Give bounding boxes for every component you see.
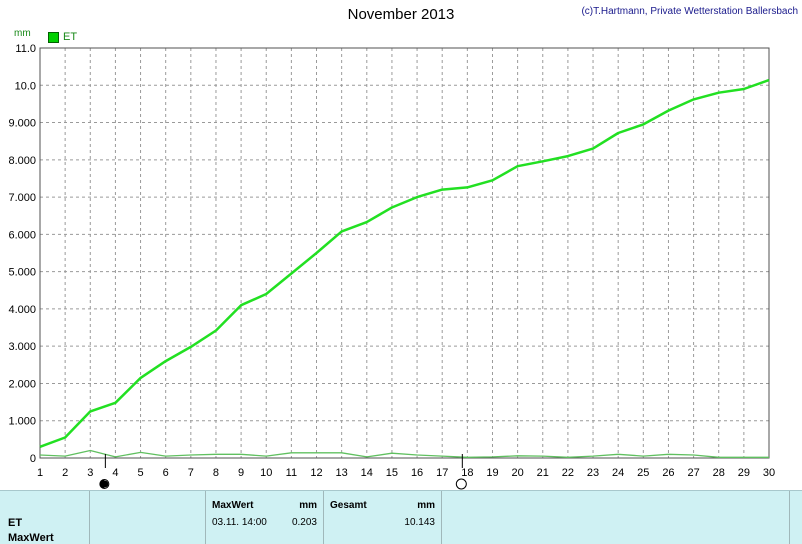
plot-frame: [39, 47, 770, 459]
plot-background: [40, 48, 769, 458]
x-tick-label: 2: [62, 467, 68, 479]
gesamt-header: Gesamt: [330, 500, 367, 511]
x-tick-label: 3: [87, 467, 93, 479]
x-tick-label: 20: [511, 467, 523, 479]
y-tick-label: 4.000: [8, 304, 36, 316]
legend-label-et: ET: [63, 31, 78, 43]
y-tick-label: 7.000: [8, 192, 36, 204]
new-moon-fill: [101, 480, 109, 488]
x-tick-label: 12: [310, 467, 322, 479]
legend-swatch-et: [48, 31, 59, 43]
series-line-secondary: [39, 449, 769, 458]
series-line-et: [39, 78, 770, 448]
x-tick-label: 27: [687, 467, 699, 479]
maxwert-unit: mm: [299, 500, 317, 511]
stats-panel: ET MaxWert MaxWert mm 03.11. 14:00 0.203…: [0, 490, 802, 544]
y-tick-label: 6.000: [8, 229, 36, 241]
et-line-chart: 0 1.000 2.000 3.000 4.000 5.000 6.000 7.000 8.00…: [8, 43, 775, 490]
x-tick-label: 24: [612, 467, 624, 479]
stats-empty-cell-2: [442, 491, 790, 544]
chart-area: 0 1.000 2.000 3.000 4.000 5.000 6.000 7.000 8.00…: [8, 6, 798, 490]
stats-row-label-2: MaxWert: [8, 532, 54, 544]
x-tick-label: 7: [188, 467, 194, 479]
y-tick-label: 2.000: [8, 378, 36, 390]
x-tick-label: 16: [411, 467, 423, 479]
x-tick-label: 15: [386, 467, 398, 479]
stats-empty-cell: [90, 491, 206, 544]
x-tick-label: 21: [537, 467, 549, 479]
x-tick-label: 10: [260, 467, 272, 479]
legend[interactable]: ET: [48, 31, 77, 43]
x-tick-label: 1: [37, 467, 43, 479]
copyright-text: (c)T.Hartmann, Private Wetterstation Bal…: [581, 6, 798, 17]
stats-row-label: ET: [8, 517, 23, 529]
x-tick-label: 18: [461, 467, 473, 479]
gesamt-value: 10.143: [404, 517, 435, 528]
x-tick-label: 9: [238, 467, 244, 479]
y-tick-label: 8.000: [8, 155, 36, 167]
x-tick-label: 6: [163, 467, 169, 479]
y-tick-label: 9.000: [8, 118, 36, 130]
x-tick-label: 29: [738, 467, 750, 479]
x-tick-label: 26: [662, 467, 674, 479]
x-tick-label: 23: [587, 467, 599, 479]
x-tick-label: 4: [112, 467, 118, 479]
x-tick-label: 14: [361, 467, 373, 479]
y-axis-unit: mm: [14, 28, 31, 39]
x-tick-label: 19: [486, 467, 498, 479]
x-tick-label: 11: [286, 467, 297, 479]
y-tick-label: 11.0: [15, 43, 36, 55]
gesamt-unit: mm: [417, 500, 435, 511]
stats-maxwert-cell: MaxWert mm 03.11. 14:00 0.203: [206, 491, 324, 544]
x-tick-label: 17: [436, 467, 448, 479]
x-tick-label: 22: [562, 467, 574, 479]
x-tick-label: 8: [213, 467, 219, 479]
stats-gesamt-cell: Gesamt mm 10.143: [324, 491, 442, 544]
stats-label-cell: ET MaxWert: [0, 491, 90, 544]
maxwert-header: MaxWert: [212, 500, 254, 511]
y-tick-label: 3.000: [8, 341, 36, 353]
x-tick-label: 25: [637, 467, 649, 479]
x-tick-label: 30: [763, 467, 775, 479]
full-moon-icon: [455, 478, 467, 490]
y-tick-label: 1.000: [8, 416, 36, 428]
maxwert-value: 0.203: [291, 517, 317, 528]
y-tick-label: 0: [30, 453, 36, 465]
chart-title: November 2013: [347, 6, 455, 23]
x-tick-label: 28: [713, 467, 725, 479]
y-tick-label: 10.0: [15, 80, 36, 92]
maxwert-datetime: 03.11. 14:00: [212, 517, 267, 528]
x-tick-label: 5: [137, 467, 143, 479]
x-tick-label: 13: [336, 467, 348, 479]
y-tick-label: 5.000: [8, 267, 36, 279]
